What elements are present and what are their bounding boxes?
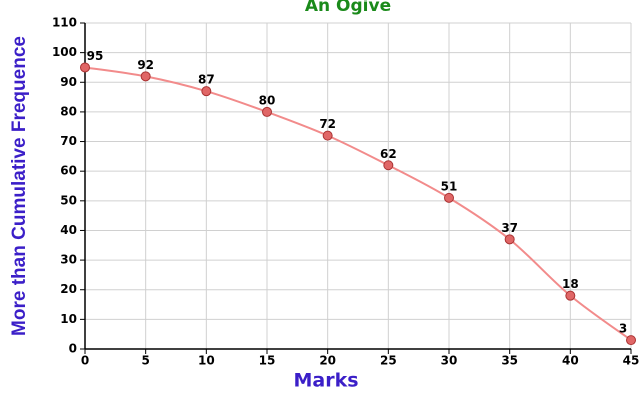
data-label: 18 [562, 277, 579, 291]
data-label: 92 [137, 58, 154, 72]
point [80, 62, 90, 73]
y-tick-label: 0 [69, 342, 77, 356]
x-axis-label: Marks [293, 370, 358, 392]
data-label: 95 [87, 49, 104, 63]
y-tick-label: 70 [60, 134, 77, 148]
x-tick-label: 5 [141, 354, 149, 368]
y-tick-label: 30 [60, 253, 77, 267]
x-tick-label: 15 [259, 354, 276, 368]
point [322, 130, 333, 141]
y-tick-label: 40 [60, 223, 77, 237]
data-label: 87 [198, 73, 215, 87]
x-tick-label: 45 [623, 354, 640, 368]
y-tick-label: 110 [52, 16, 77, 30]
x-tick-label: 10 [198, 354, 215, 368]
data-label: 62 [380, 147, 397, 161]
y-tick-label: 100 [52, 45, 77, 59]
point [444, 192, 454, 203]
data-label: 72 [319, 117, 336, 131]
x-tick-label: 0 [81, 354, 89, 368]
point [383, 160, 394, 171]
data-label: 51 [441, 179, 458, 193]
point [565, 290, 576, 301]
data-label: 37 [501, 221, 518, 235]
line [84, 66, 632, 341]
y-tick-label: 10 [60, 312, 77, 326]
point [504, 234, 515, 245]
x-tick-label: 40 [562, 354, 579, 368]
y-axis-label: More than Cumulative Frequence [9, 36, 30, 336]
y-tick-label: 90 [60, 75, 77, 89]
point [140, 71, 151, 82]
y-tick-label: 20 [60, 282, 77, 296]
y-tick-label: 60 [60, 164, 77, 178]
x-tick-label: 25 [380, 354, 397, 368]
data-label: 80 [259, 93, 276, 107]
x-tick-label: 35 [501, 354, 518, 368]
y-tick-label: 80 [60, 104, 77, 118]
point [201, 86, 212, 97]
point [262, 106, 272, 117]
point [626, 335, 636, 346]
chart-title: An Ogive [305, 0, 391, 16]
x-tick-label: 20 [319, 354, 336, 368]
data-label: 3 [619, 322, 627, 336]
x-tick-label: 30 [441, 354, 458, 368]
y-tick-label: 50 [60, 193, 77, 207]
